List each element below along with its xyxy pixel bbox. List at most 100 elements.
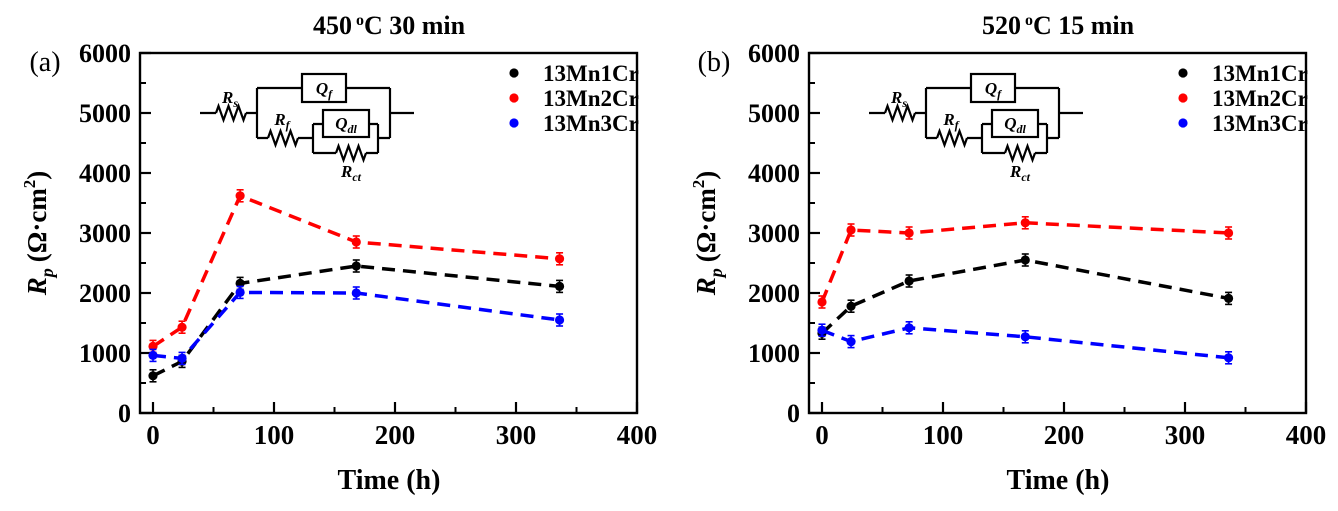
resistor-rs (214, 102, 248, 124)
data-point-13Mn2Cr (1020, 218, 1030, 228)
legend-item-13Mn1Cr: 13Mn1Cr (509, 61, 639, 86)
y-axis: 0 1000 2000 3000 4000 5000 6000 (748, 39, 820, 428)
legend-marker-13Mn2Cr (1178, 93, 1188, 103)
y-tick-label: 4000 (79, 159, 131, 188)
data-point-13Mn2Cr (817, 297, 827, 307)
y-tick-label: 0 (787, 399, 800, 428)
data-point-13Mn3Cr (235, 287, 245, 297)
series-13Mn3Cr (817, 320, 1234, 365)
data-point-13Mn3Cr (148, 350, 158, 360)
y-tick-label: 3000 (748, 219, 800, 248)
series-13Mn1Cr (817, 253, 1234, 341)
x-axis: 0 100 200 300 400 (815, 402, 1326, 450)
y-tick-label: 5000 (748, 99, 800, 128)
x-tick-label: 200 (1044, 420, 1085, 450)
data-point-13Mn3Cr (177, 353, 187, 363)
data-point-13Mn1Cr (904, 276, 914, 286)
tspan: 2 (20, 180, 39, 189)
tspan: o (1025, 12, 1033, 29)
tspan: p (37, 268, 57, 279)
circuit-label-qf: Qf (316, 79, 333, 101)
circuit-label-qdl: Qdl (335, 114, 357, 136)
y-tick-label: 2000 (79, 279, 131, 308)
x-axis-title: Time (h) (338, 465, 441, 496)
tspan: R (340, 162, 352, 181)
tspan: ) (691, 171, 721, 180)
y-tick-label: 6000 (79, 39, 131, 68)
tspan: Q (335, 114, 347, 133)
legend-item-13Mn2Cr: 13Mn2Cr (1178, 86, 1308, 111)
legend-label: 13Mn2Cr (1212, 86, 1308, 111)
legend-marker-13Mn2Cr (509, 93, 519, 103)
legend-label: 13Mn2Cr (543, 86, 639, 111)
panel-title: 520 oC 15 min (982, 11, 1135, 40)
x-tick-label: 100 (254, 420, 295, 450)
resistor-rf (935, 127, 969, 149)
x-tick-label: 200 (375, 420, 416, 450)
data-point-13Mn1Cr (148, 371, 158, 381)
circuit-label-rct: Rct (340, 162, 362, 184)
x-tick-label: 0 (146, 420, 160, 450)
panel-label: (a) (29, 47, 60, 78)
data-point-13Mn2Cr (846, 225, 856, 235)
series-13Mn2Cr (148, 189, 565, 354)
cpe-box-qf (969, 72, 1017, 104)
tspan: f (955, 118, 960, 132)
tspan: Q (985, 79, 997, 98)
data-point-13Mn2Cr (351, 237, 361, 247)
x-axis-title: Time (h) (1007, 465, 1110, 496)
legend-label: 13Mn3Cr (1212, 111, 1308, 136)
tspan: dl (1016, 122, 1026, 136)
panel-a: (a) 450 oC 30 min 0 100 200 300 400 0 1000 2000 300… (20, 11, 658, 496)
tspan: Q (316, 79, 328, 98)
y-tick-label: 3000 (79, 219, 131, 248)
data-point-13Mn3Cr (554, 315, 565, 325)
series-13Mn1Cr (148, 259, 565, 383)
equivalent-circuit-inset: Rs Qf Rf Qdl Rct (200, 72, 414, 184)
data-point-13Mn3Cr (817, 325, 827, 335)
data-point-13Mn3Cr (904, 323, 914, 333)
legend-label: 13Mn3Cr (543, 111, 639, 136)
tspan: (Ω·cm (22, 188, 52, 263)
legend-label: 13Mn1Cr (543, 61, 639, 86)
legend-item-13Mn3Cr: 13Mn3Cr (509, 111, 639, 136)
legend-item-13Mn3Cr: 13Mn3Cr (1178, 111, 1308, 136)
tspan: R (221, 88, 233, 107)
resistor-rct (334, 142, 368, 164)
data-point-13Mn1Cr (1223, 293, 1234, 303)
y-tick-label: 4000 (748, 159, 800, 188)
data-point-13Mn3Cr (846, 337, 856, 347)
cpe-box-qdl (990, 108, 1040, 139)
data-point-13Mn3Cr (351, 288, 361, 298)
tspan: f (997, 87, 1002, 101)
tspan: C 15 min (1033, 11, 1135, 40)
legend-marker-13Mn3Cr (509, 118, 519, 128)
tspan: R (22, 277, 52, 296)
series-13Mn2Cr (817, 216, 1234, 309)
resistor-rf (266, 127, 300, 149)
tspan: f (286, 118, 291, 132)
cpe-box-qdl (321, 108, 371, 139)
resistor-rs (883, 102, 917, 124)
y-tick-label: 2000 (748, 279, 800, 308)
circuit-label-qdl: Qdl (1004, 114, 1026, 136)
panel-title: 450 oC 30 min (313, 11, 466, 40)
tspan: s (232, 96, 238, 110)
legend-label: 13Mn1Cr (1212, 61, 1308, 86)
series-line-13Mn1Cr (820, 258, 1229, 335)
circuit-label-rs: Rs (221, 88, 238, 110)
tspan: R (890, 88, 902, 107)
x-tick-label: 400 (617, 420, 658, 450)
y-tick-label: 5000 (79, 99, 131, 128)
tspan: C 30 min (364, 11, 466, 40)
y-tick-label: 1000 (748, 339, 800, 368)
x-tick-label: 300 (1165, 420, 1206, 450)
y-tick-label: 6000 (748, 39, 800, 68)
legend-item-13Mn2Cr: 13Mn2Cr (509, 86, 639, 111)
circuit-label-rct: Rct (1009, 162, 1031, 184)
tspan: R (691, 277, 721, 296)
data-point-13Mn1Cr (846, 301, 856, 311)
